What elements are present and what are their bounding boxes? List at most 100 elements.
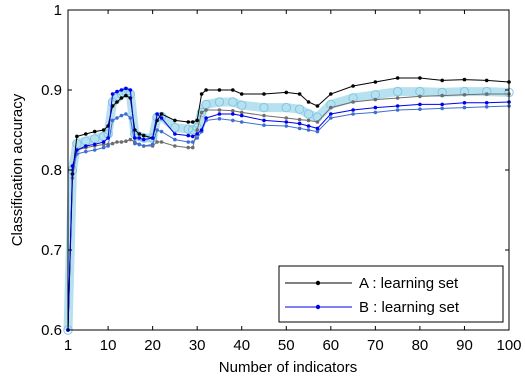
series-a-point — [141, 133, 146, 138]
unlabeled-series-point — [284, 124, 289, 128]
series-b-point — [137, 136, 142, 140]
unlabeled-series-point — [133, 141, 137, 146]
unlabeled-series-point — [373, 97, 378, 102]
unlabeled-series-point — [159, 129, 164, 134]
series-b-point — [186, 133, 191, 138]
series-b-point — [92, 142, 97, 147]
unlabeled-series-point — [231, 109, 235, 113]
series-a-point — [284, 90, 289, 95]
x-tick-label: 30 — [189, 337, 206, 354]
unlabeled-series-point — [84, 149, 88, 154]
series-b-point — [217, 112, 222, 116]
series-b-point — [128, 88, 133, 92]
series-a-point — [351, 84, 355, 88]
unlabeled-series-point — [110, 118, 115, 123]
series-a-point — [124, 93, 128, 98]
legend-label-b: B : learning set — [359, 299, 460, 316]
series-b-point — [124, 86, 128, 91]
band-point — [183, 124, 193, 134]
unlabeled-series-point — [124, 112, 128, 116]
band-point — [228, 97, 238, 107]
unlabeled-series-point — [190, 140, 195, 144]
unlabeled-series-point — [101, 145, 106, 150]
x-tick-label: 90 — [456, 337, 473, 354]
y-tick-label: 0.7 — [41, 242, 62, 259]
series-a-point — [101, 128, 106, 132]
series-a-point — [306, 100, 311, 104]
series-b-point — [297, 121, 302, 126]
series-a-point — [84, 132, 88, 136]
unlabeled-series-point — [262, 113, 266, 118]
unlabeled-series-point — [150, 142, 155, 147]
series-b-point — [484, 101, 489, 105]
unlabeled-series-point — [231, 118, 235, 123]
unlabeled-series-point — [124, 139, 128, 143]
unlabeled-series-point — [462, 105, 467, 110]
x-tick-label: 50 — [278, 337, 295, 354]
series-b-point — [150, 136, 155, 140]
unlabeled-series-group — [66, 92, 511, 332]
series-a-point — [92, 129, 97, 134]
series-b-point — [195, 132, 199, 136]
unlabeled-series-point — [119, 113, 124, 118]
unlabeled-series-point — [137, 142, 142, 147]
unlabeled-series-point — [155, 140, 159, 144]
series-a-point — [159, 112, 164, 116]
x-tick-label: 1 — [64, 337, 72, 354]
x-tick-label: 40 — [233, 337, 250, 354]
series-b-point — [173, 132, 177, 136]
series-b-point — [351, 108, 355, 112]
series-a-point — [195, 118, 199, 123]
unlabeled-series-point — [141, 144, 146, 148]
series-b-point — [462, 101, 467, 105]
unlabeled-series-point — [173, 137, 177, 142]
unlabeled-series-point — [217, 108, 222, 112]
unlabeled-series-point — [329, 116, 333, 120]
series-b-point — [84, 144, 88, 148]
series-b-point — [159, 116, 164, 120]
band-point — [303, 109, 314, 119]
unlabeled-series-point — [262, 123, 266, 127]
series-b-point — [395, 104, 400, 108]
y-tick-label: 0.8 — [41, 162, 62, 179]
unlabeled-series-point — [217, 117, 222, 121]
legend-box — [278, 265, 504, 323]
series-a-point — [115, 100, 119, 104]
unlabeled-series-point — [119, 140, 124, 144]
x-tick-label: 20 — [144, 337, 161, 354]
series-a-point — [373, 80, 378, 84]
series-a-point — [204, 88, 208, 92]
x-tick-label: 10 — [100, 337, 117, 354]
x-axis: 1 10 20 30 40 50 60 70 80 90 100 — [64, 10, 522, 354]
series-b-point — [231, 112, 235, 116]
series-a-point — [186, 120, 191, 124]
band-point — [294, 104, 305, 114]
unlabeled-series-point — [239, 120, 244, 124]
unlabeled-series-point — [195, 128, 199, 132]
series-b-point — [284, 120, 289, 124]
series-b-point — [199, 128, 204, 132]
x-tick-label: 70 — [367, 337, 384, 354]
unlabeled-series-point — [306, 128, 311, 132]
unlabeled-series-point — [440, 106, 444, 111]
y-axis: 0.6 0.7 0.8 0.9 1 — [41, 2, 509, 339]
unlabeled-series-point — [92, 148, 97, 152]
unlabeled-series-point — [418, 107, 422, 111]
series-b-point — [190, 134, 195, 139]
legend-marker-a — [315, 280, 321, 286]
series-a-point — [462, 77, 467, 82]
series-b-point — [262, 118, 266, 123]
band-point — [170, 122, 180, 133]
y-axis-label: Classification accuracy — [9, 93, 26, 246]
legend-label-a: A : learning set — [359, 275, 459, 292]
unlabeled-series-point — [128, 116, 133, 120]
band-point — [237, 100, 247, 110]
series-b-point — [440, 102, 444, 107]
series-a-point — [262, 92, 266, 96]
series-b-point — [141, 137, 146, 142]
unlabeled-series-point — [484, 105, 489, 109]
series-a-point — [137, 132, 142, 136]
unlabeled-series-point — [418, 94, 422, 99]
unlabeled-series-point — [306, 118, 311, 123]
x-axis-label: Number of indicators — [219, 359, 357, 376]
